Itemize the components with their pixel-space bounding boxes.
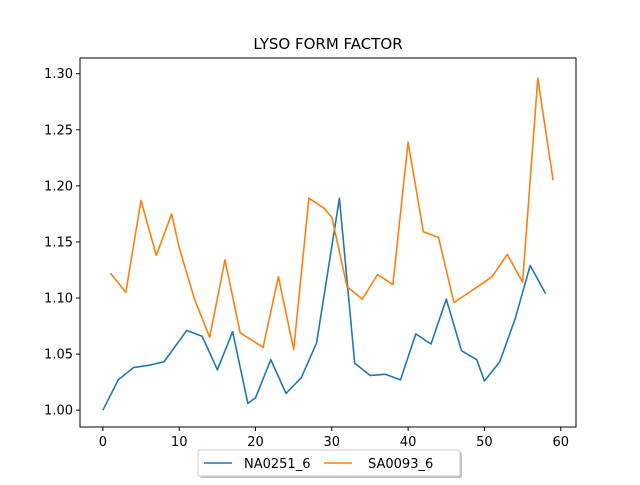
y-tick-label: 1.25 [44,123,73,138]
legend-label-NA0251_6: NA0251_6 [244,457,310,472]
y-tick-label: 1.05 [44,348,73,363]
series-line-SA0093_6 [109,77,554,351]
y-axis: 1.00 1.05 1.10 1.15 1.20 1.25 1.30 [44,67,80,419]
legend-label-SA0093_6: SA0093_6 [368,457,433,472]
y-tick-label: 1.30 [44,67,73,82]
x-tick-label: 50 [476,435,493,450]
y-tick-label: 1.20 [44,179,73,194]
y-tick-label: 1.00 [44,404,73,419]
x-tick-label: 60 [552,435,569,450]
x-tick-label: 40 [400,435,417,450]
x-tick-label: 10 [171,435,188,450]
y-tick-label: 1.15 [44,235,73,250]
plot-area [79,57,577,428]
legend: NA0251_6 SA0093_6 [197,449,462,478]
y-tick-label: 1.10 [44,292,73,307]
x-tick-label: 30 [324,435,341,450]
x-axis: 0 10 20 30 40 50 60 [99,427,569,450]
x-tick-label: 20 [247,435,264,450]
series-layer [102,77,554,411]
x-tick-label: 0 [99,435,107,450]
chart-title: LYSO FORM FACTOR [253,35,402,53]
series-line-NA0251_6 [102,197,547,411]
